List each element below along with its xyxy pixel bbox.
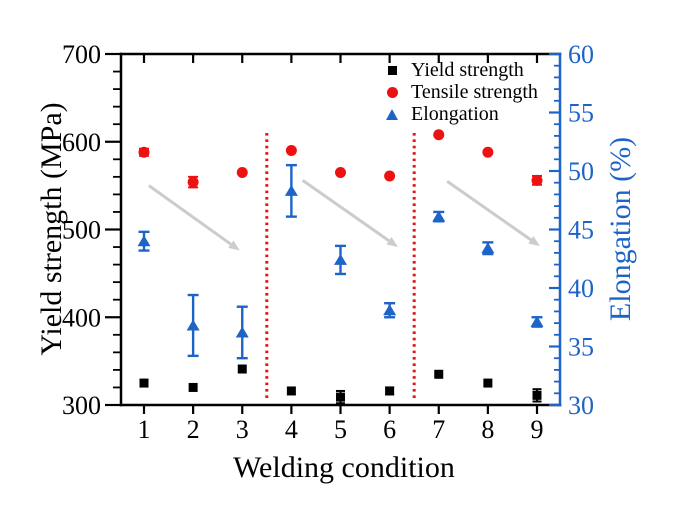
x-axis-tick-label: 4 (285, 415, 298, 444)
elongation-point (186, 319, 200, 331)
triangle-legend-marker-icon (384, 108, 400, 120)
x-axis-tick-label: 9 (531, 415, 544, 444)
left-axis-tick-label: 600 (62, 128, 101, 157)
elongation-point (334, 253, 347, 265)
elongation-point (284, 184, 298, 196)
tensile-strength-point (482, 146, 494, 158)
tensile-strength-point (335, 166, 346, 178)
x-axis-tick-label: 2 (187, 415, 200, 444)
legend-item: Tensile strength (384, 81, 538, 103)
right-axis-tick-label: 30 (568, 391, 594, 420)
elongation-point (137, 235, 151, 247)
x-axis-tick-label: 3 (236, 415, 249, 444)
elongation-point (432, 210, 446, 222)
right-axis-tick-label: 45 (568, 216, 594, 245)
tensile-strength-point (433, 129, 445, 141)
legend: Yield strength Tensile strength Elongation (384, 59, 538, 125)
legend-item: Yield strength (384, 59, 538, 81)
yield-strength-point (532, 390, 542, 400)
yield-strength-point (483, 378, 493, 388)
x-axis-tick-label: 5 (334, 415, 347, 444)
y-axis-title-left: Yield strength (MPa) (35, 102, 68, 356)
right-axis-tick-label: 50 (568, 157, 594, 186)
trend-arrow-line (301, 179, 390, 242)
x-axis-title: Welding condition (233, 451, 455, 484)
yield-strength-point (385, 386, 395, 396)
trend-arrow-head (386, 237, 398, 248)
left-axis-tick-label: 500 (62, 216, 101, 245)
circle-icon (386, 86, 398, 98)
trend-arrow-line (148, 184, 232, 246)
legend-item: Elongation (384, 103, 538, 125)
legend-label: Tensile strength (411, 81, 538, 103)
left-axis-tick-label: 400 (62, 303, 101, 332)
yield-strength-point (434, 369, 444, 379)
trend-arrow-head (528, 236, 540, 247)
tensile-strength-point (138, 146, 150, 158)
square-legend-marker-icon (384, 65, 400, 75)
elongation-point (530, 315, 544, 327)
elongation-point (235, 326, 249, 338)
elongation-point (383, 304, 397, 316)
yield-strength-point (286, 386, 296, 396)
tensile-strength-point (384, 170, 396, 182)
yield-strength-point (237, 364, 247, 374)
trend-arrow-head (228, 240, 240, 251)
tensile-strength-point (236, 166, 248, 178)
tensile-strength-point (187, 176, 199, 188)
right-axis-tick-label: 55 (568, 99, 594, 128)
yield-strength-point (188, 382, 198, 392)
left-axis-tick-label: 700 (62, 40, 101, 69)
x-axis-tick-label: 6 (383, 415, 396, 444)
right-axis-tick-label: 40 (568, 274, 594, 303)
circle-legend-marker-icon (384, 86, 400, 98)
legend-label: Elongation (411, 103, 499, 125)
right-axis-tick-label: 35 (568, 333, 594, 362)
right-axis-tick-label: 60 (568, 40, 594, 69)
yield-strength-point (139, 378, 149, 388)
triangle-icon (386, 108, 398, 120)
trend-arrow-line (446, 180, 532, 242)
x-axis-tick-label: 7 (432, 415, 445, 444)
square-icon (387, 65, 397, 75)
elongation-point (481, 242, 495, 254)
tensile-strength-point (285, 145, 297, 157)
left-axis-tick-label: 300 (62, 391, 101, 420)
yield-strength-point (336, 392, 345, 402)
x-axis-tick-label: 1 (138, 415, 151, 444)
y-axis-title-right: Elongation (%) (604, 136, 637, 322)
legend-label: Yield strength (411, 59, 524, 81)
tensile-strength-point (531, 174, 543, 186)
x-axis-tick-label: 8 (481, 415, 494, 444)
